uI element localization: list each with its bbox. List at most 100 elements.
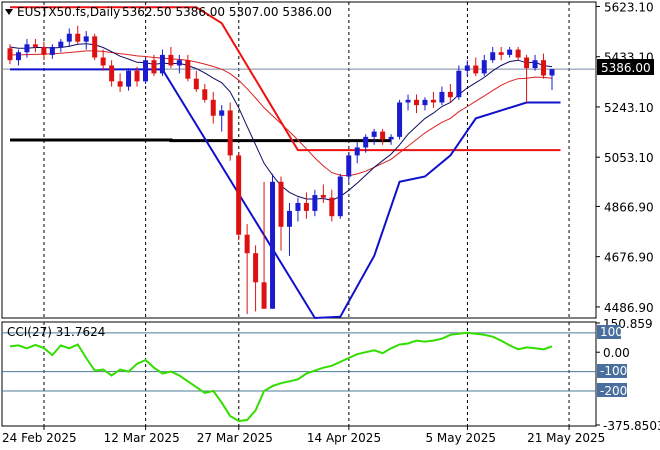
price-axis: 5623.105433.105243.105053.104866.904676.…	[596, 0, 654, 315]
x-tick-label: 5 May 2025	[425, 431, 496, 445]
candle-body[interactable]	[66, 33, 72, 42]
y-tick-label: 5243.10	[604, 101, 654, 115]
cci-tick-label: 0.00	[603, 346, 630, 360]
candle-body[interactable]	[397, 102, 403, 137]
candle-body[interactable]	[515, 49, 521, 58]
candle-body[interactable]	[7, 48, 13, 61]
cci-level-minus200-label: -200	[600, 384, 627, 398]
cci-level-minus100-label: -100	[600, 364, 627, 378]
candle-body[interactable]	[295, 202, 301, 211]
symbol-label: EUSTX50.fs,Daily	[17, 5, 120, 19]
candle-body[interactable]	[414, 99, 419, 106]
y-tick-label: 4866.90	[604, 200, 654, 214]
candle-body[interactable]	[41, 46, 47, 55]
x-tick-label: 12 Mar 2025	[104, 431, 180, 445]
candle-body[interactable]	[219, 110, 225, 116]
x-tick-label: 27 Mar 2025	[197, 431, 273, 445]
candle-body[interactable]	[363, 136, 369, 148]
indicator-panel-frame	[1, 321, 597, 427]
collapse-triangle-icon[interactable]	[5, 9, 13, 15]
indicator-series	[9, 331, 553, 423]
y-tick-label: 4676.90	[604, 251, 654, 265]
candle-body[interactable]	[15, 52, 21, 61]
time-axis: 24 Feb 2025 12 Mar 2025 27 Mar 2025 14 Apr …	[2, 426, 605, 445]
last-price-label: 5386.00	[601, 61, 651, 75]
candle-body[interactable]	[337, 176, 343, 217]
candle-body[interactable]	[473, 65, 479, 74]
candle-body[interactable]	[329, 197, 335, 217]
candle-body[interactable]	[380, 131, 386, 140]
candle-body[interactable]	[439, 91, 445, 103]
candle-body[interactable]	[202, 89, 208, 100]
candle-body[interactable]	[388, 136, 394, 140]
cci-level-tag-100	[597, 325, 621, 339]
main-panel-frame	[1, 1, 597, 319]
candle-body[interactable]	[24, 44, 30, 53]
slow-ma-line	[10, 50, 553, 177]
candle-body[interactable]	[83, 36, 89, 42]
candle-body[interactable]	[143, 60, 148, 82]
cci-line	[9, 331, 553, 423]
candle-body[interactable]	[100, 57, 106, 66]
candle-body[interactable]	[405, 99, 411, 103]
candle-body[interactable]	[75, 33, 81, 42]
candles[interactable]	[7, 25, 555, 315]
candle-body[interactable]	[134, 70, 140, 82]
candle-body[interactable]	[320, 195, 326, 198]
candle-body[interactable]	[541, 60, 547, 76]
y-tick-label: 4486.90	[604, 301, 654, 315]
candle-body[interactable]	[227, 110, 233, 156]
candle-body[interactable]	[346, 155, 352, 177]
candle-body[interactable]	[49, 46, 55, 55]
channel-upper-line	[10, 6, 561, 152]
candle-body[interactable]	[168, 54, 174, 66]
y-tick-label: 5623.10	[604, 0, 654, 14]
candle-body[interactable]	[210, 99, 216, 116]
candle-body[interactable]	[109, 65, 115, 82]
candle-body[interactable]	[193, 78, 199, 90]
candle-body[interactable]	[117, 81, 123, 87]
cci-level-tag-minus200	[597, 383, 627, 397]
candle-body[interactable]	[159, 54, 165, 74]
candle-body[interactable]	[58, 41, 64, 47]
candle-body[interactable]	[151, 60, 157, 74]
candle-body[interactable]	[507, 49, 513, 55]
candle-body[interactable]	[481, 60, 487, 74]
candle-body[interactable]	[422, 99, 428, 106]
candle-body[interactable]	[185, 60, 191, 79]
candle-body[interactable]	[270, 181, 276, 309]
cci-tick-label: -375.8503	[603, 419, 660, 433]
ohlc-text: 5362.50 5386.00 5307.00 5386.00	[122, 5, 332, 19]
candle-body[interactable]	[236, 155, 242, 235]
main-series	[9, 6, 561, 320]
candle-body[interactable]	[354, 147, 360, 156]
main-grid	[1, 1, 597, 426]
candle-body[interactable]	[532, 60, 538, 69]
candle-body[interactable]	[490, 52, 496, 61]
candle-body[interactable]	[253, 253, 259, 283]
channel-lower-line	[10, 68, 561, 320]
last-price-tag	[597, 59, 654, 75]
candle-body[interactable]	[176, 60, 182, 66]
candle-body[interactable]	[456, 70, 462, 98]
candle-body[interactable]	[278, 181, 284, 227]
cci-level-tag-minus100	[597, 364, 627, 378]
candle-body[interactable]	[261, 282, 267, 309]
x-tick-label: 21 May 2025	[527, 431, 605, 445]
candle-body[interactable]	[498, 52, 504, 55]
candle-body[interactable]	[371, 131, 377, 137]
candle-body[interactable]	[92, 36, 98, 58]
candle-body[interactable]	[464, 65, 470, 71]
candle-body[interactable]	[32, 44, 38, 47]
candle-body[interactable]	[126, 70, 132, 87]
candle-body[interactable]	[524, 57, 530, 69]
y-tick-label: 5053.10	[604, 151, 654, 165]
candle-body[interactable]	[447, 91, 453, 98]
candle-body[interactable]	[312, 195, 318, 211]
candle-body[interactable]	[244, 234, 250, 254]
candle-body[interactable]	[286, 210, 292, 227]
candle-body[interactable]	[303, 202, 309, 211]
candle-body[interactable]	[430, 99, 436, 103]
candle-body[interactable]	[549, 69, 555, 76]
